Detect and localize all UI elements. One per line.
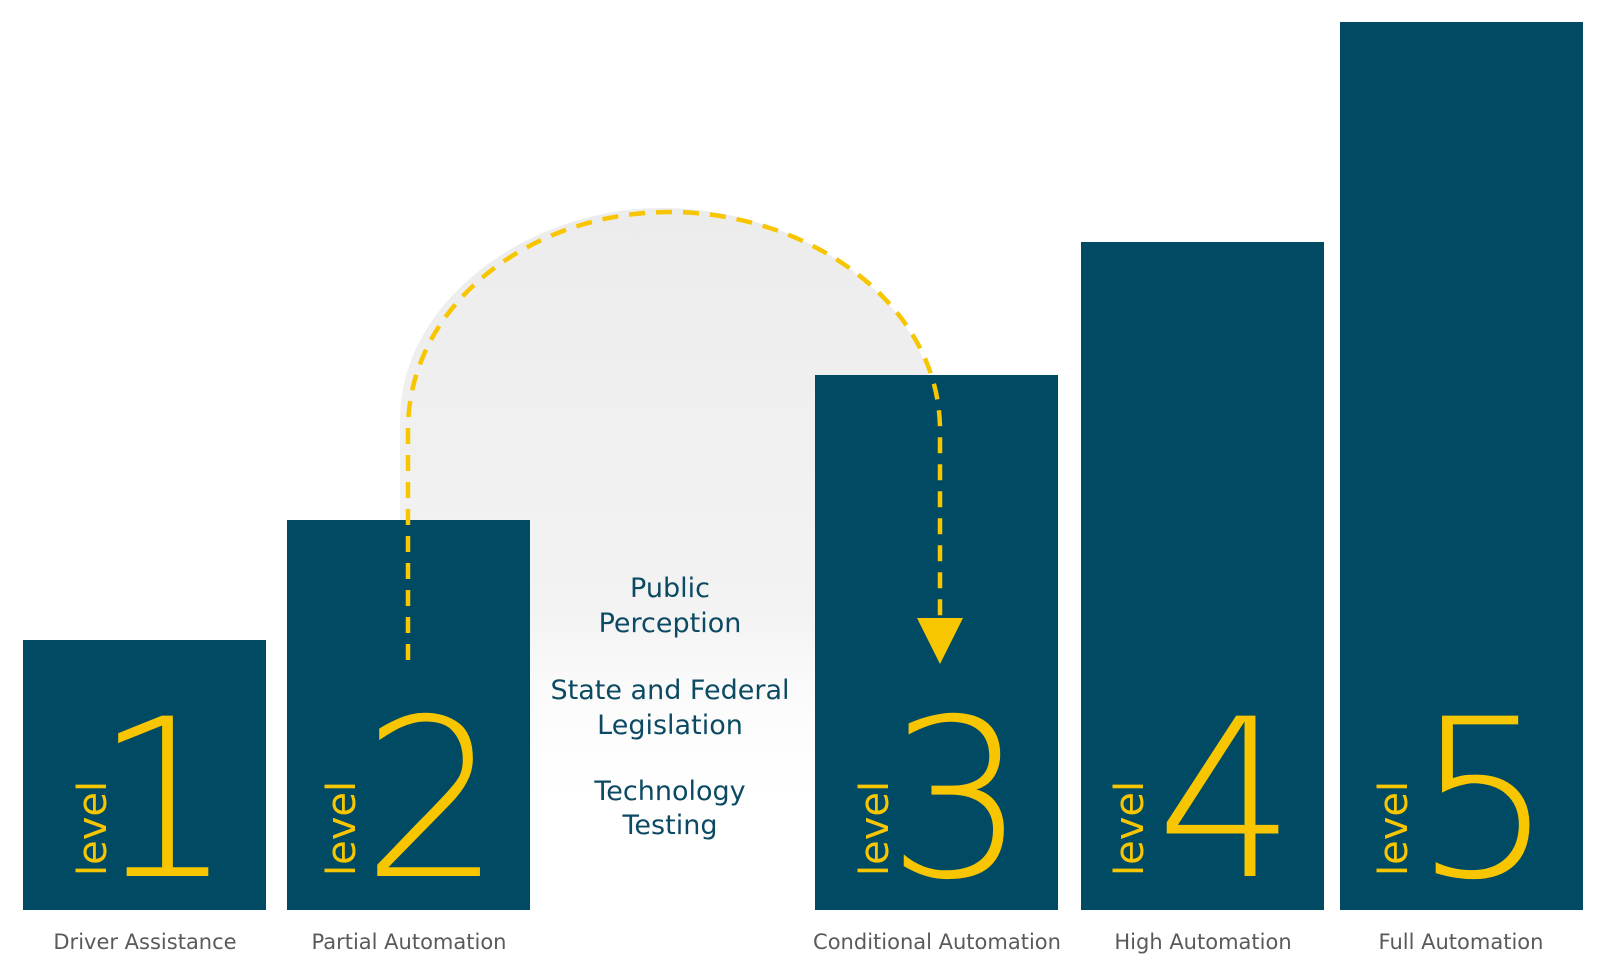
caption-level-4: High Automation [1114,930,1291,954]
level-word-4: level [1107,781,1153,876]
caption-level-2: Partial Automation [312,930,507,954]
caption-level-3: Conditional Automation [813,930,1061,954]
factor-3-line-2: Testing [622,810,718,841]
level-number-3: 3 [887,672,1027,928]
caption-level-1: Driver Assistance [53,930,236,954]
factor-3-line-1: Technology [593,776,745,807]
level-word-5: level [1371,781,1417,876]
level-number-2: 2 [362,672,502,928]
factor-1-line-1: Public [630,573,710,604]
level-word-2: level [319,781,365,876]
level-word-3: level [852,781,898,876]
level-word-1: level [70,781,116,876]
level-bar-2: 2 level [287,520,530,928]
factor-public-perception: Public Perception [599,573,742,639]
level-bar-5: 5 level [1340,22,1583,928]
arc-background [400,208,935,830]
factor-legislation: State and Federal Legislation [551,675,790,741]
level-number-5: 5 [1414,672,1554,928]
factor-1-line-2: Perception [599,608,742,639]
level-bar-1: 1 level [23,640,266,928]
factor-technology-testing: Technology Testing [593,776,745,841]
transition-arrow-path [405,209,943,660]
transition-arrowhead-icon [917,618,963,664]
level-number-4: 4 [1156,672,1296,928]
factor-2-line-2: Legislation [597,710,743,741]
factor-2-line-1: State and Federal [551,675,790,706]
caption-level-5: Full Automation [1379,930,1544,954]
level-bar-4: 4 level [1081,242,1324,928]
level-number-1: 1 [94,672,234,928]
